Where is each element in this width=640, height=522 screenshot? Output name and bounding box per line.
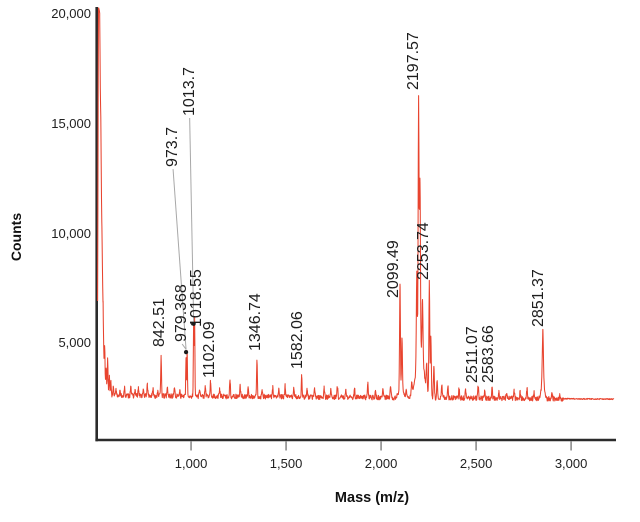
y-tick-label: 5,000 <box>58 335 91 351</box>
x-tick-label: 1,500 <box>269 456 303 471</box>
peak-label: 973.7 <box>164 127 182 168</box>
peak-label: 2583.66 <box>479 325 497 384</box>
peak-label: 1346.74 <box>246 293 264 352</box>
peak-label: 1018.55 <box>187 269 205 328</box>
y-tick-label: 15,000 <box>51 115 91 131</box>
x-axis-title: Mass (m/z) <box>334 490 410 506</box>
peak-label: 2511.07 <box>464 326 482 384</box>
peak-label: 1582.06 <box>288 311 306 370</box>
peak-label: 2099.49 <box>384 239 402 298</box>
peak-label: 2851.37 <box>529 269 547 328</box>
y-axis-title: Counts <box>8 212 24 262</box>
x-tick-label: 2,000 <box>364 456 398 471</box>
peak-callout-leader <box>172 169 187 350</box>
x-tick-label: 1,000 <box>174 456 208 471</box>
x-tick-label: 2,500 <box>459 456 493 471</box>
peak-callout-leader <box>189 118 195 322</box>
peak-label: 2197.57 <box>404 32 422 91</box>
y-tick-label: 20,000 <box>51 6 91 22</box>
peak-callout-leader <box>181 343 187 350</box>
x-tick-label: 3,000 <box>554 456 588 471</box>
peak-label: 1013.7 <box>180 67 198 117</box>
spectrum-trace <box>97 7 615 402</box>
peak-label: 2253.74 <box>415 222 433 280</box>
y-tick-label: 10,000 <box>51 225 91 241</box>
peak-label: 1102.09 <box>201 321 219 378</box>
peak-label: 842.51 <box>151 298 169 348</box>
peak-callout-dot <box>183 349 189 355</box>
peak-callout-dot <box>191 321 196 326</box>
